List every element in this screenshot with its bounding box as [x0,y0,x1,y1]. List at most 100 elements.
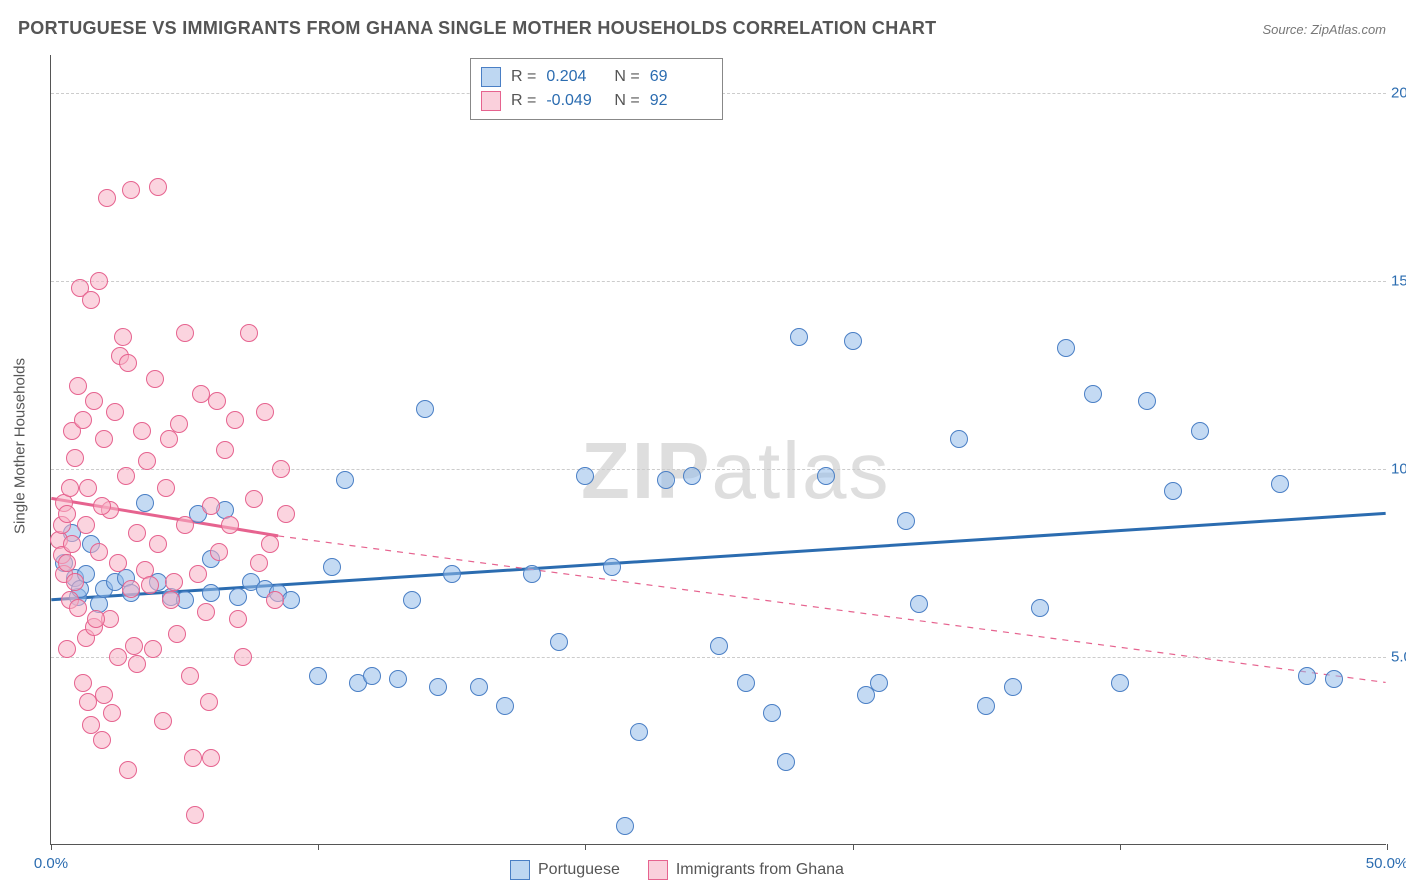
data-point [90,272,108,290]
data-point [160,430,178,448]
data-point [1325,670,1343,688]
data-point [117,467,135,485]
data-point [221,516,239,534]
plot-area: ZIPatlas 5.0%10.0%15.0%20.0%0.0%50.0% [50,55,1386,845]
legend-swatch [481,91,501,111]
data-point [1084,385,1102,403]
data-point [136,494,154,512]
data-point [910,595,928,613]
n-label: N = [614,65,639,89]
data-point [1111,674,1129,692]
data-point [133,422,151,440]
data-point [403,591,421,609]
data-point [277,505,295,523]
data-point [184,749,202,767]
data-point [1004,678,1022,696]
r-value: -0.049 [546,89,604,113]
data-point [202,584,220,602]
data-point [576,467,594,485]
data-point [323,558,341,576]
data-point [82,291,100,309]
data-point [109,648,127,666]
data-point [87,610,105,628]
data-point [226,411,244,429]
legend-swatch [481,67,501,87]
gridline [51,281,1386,282]
data-point [69,377,87,395]
data-point [98,189,116,207]
data-point [429,678,447,696]
n-label: N = [614,89,639,113]
data-point [149,178,167,196]
data-point [95,686,113,704]
data-point [128,655,146,673]
data-point [272,460,290,478]
x-tick-label: 50.0% [1366,855,1406,872]
data-point [550,633,568,651]
data-point [146,370,164,388]
data-point [817,467,835,485]
data-point [202,749,220,767]
correlation-chart: PORTUGUESE VS IMMIGRANTS FROM GHANA SING… [0,0,1406,892]
data-point [657,471,675,489]
data-point [69,599,87,617]
data-point [79,479,97,497]
data-point [737,674,755,692]
data-point [363,667,381,685]
chart-title: PORTUGUESE VS IMMIGRANTS FROM GHANA SING… [18,18,936,39]
data-point [79,693,97,711]
data-point [416,400,434,418]
data-point [216,441,234,459]
y-tick-label: 20.0% [1391,84,1406,101]
data-point [58,640,76,658]
stats-legend: R =0.204N =69R = -0.049 N = 92 [470,58,723,120]
data-point [77,516,95,534]
data-point [106,403,124,421]
data-point [977,697,995,715]
x-tick [51,844,52,850]
data-point [122,580,140,598]
data-point [523,565,541,583]
data-point [119,354,137,372]
stats-legend-row: R =0.204N =69 [481,65,708,89]
data-point [95,430,113,448]
stats-legend-row: R = -0.049 N = 92 [481,89,708,113]
series-legend-label: Immigrants from Ghana [676,861,844,879]
r-label: R = [511,89,536,113]
data-point [261,535,279,553]
data-point [256,403,274,421]
source-label: Source: ZipAtlas.com [1262,22,1386,37]
data-point [790,328,808,346]
data-point [154,712,172,730]
data-point [266,591,284,609]
data-point [138,452,156,470]
data-point [240,324,258,342]
y-tick-label: 15.0% [1391,272,1406,289]
data-point [1191,422,1209,440]
data-point [870,674,888,692]
data-point [897,512,915,530]
data-point [1031,599,1049,617]
x-tick-label: 0.0% [34,855,68,872]
data-point [470,678,488,696]
data-point [309,667,327,685]
data-point [229,610,247,628]
data-point [389,670,407,688]
data-point [162,591,180,609]
series-legend-item: Portuguese [510,860,620,880]
y-axis-label: Single Mother Households [12,358,29,534]
data-point [208,392,226,410]
n-value: 92 [650,89,708,113]
watermark: ZIPatlas [581,425,890,517]
data-point [844,332,862,350]
data-point [122,181,140,199]
data-point [66,449,84,467]
data-point [176,516,194,534]
data-point [616,817,634,835]
data-point [189,565,207,583]
data-point [125,637,143,655]
data-point [229,588,247,606]
data-point [197,603,215,621]
data-point [202,497,220,515]
data-point [245,490,263,508]
